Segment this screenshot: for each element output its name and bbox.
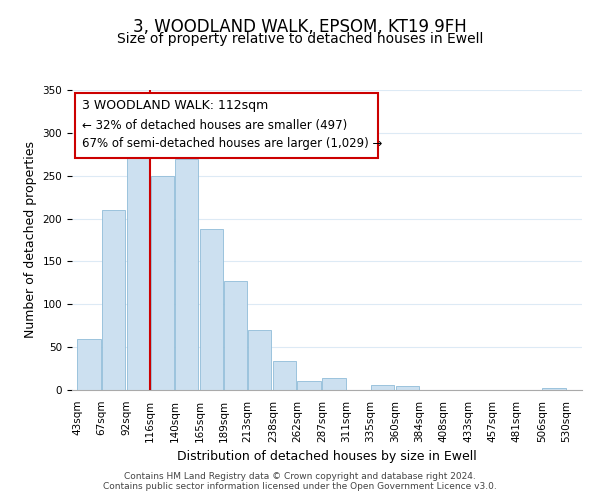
FancyBboxPatch shape [74,93,378,158]
Text: Size of property relative to detached houses in Ewell: Size of property relative to detached ho… [117,32,483,46]
Text: Contains public sector information licensed under the Open Government Licence v3: Contains public sector information licen… [103,482,497,491]
Bar [151,176,174,390]
Bar [542,388,566,390]
Bar [297,380,320,390]
Bar [127,150,150,390]
Bar [175,158,198,390]
Bar [224,281,247,390]
Text: 67% of semi-detached houses are larger (1,029) →: 67% of semi-detached houses are larger (… [82,138,383,150]
Bar [395,386,419,390]
Bar [101,210,125,390]
Text: ← 32% of detached houses are smaller (497): ← 32% of detached houses are smaller (49… [82,118,347,132]
Text: 3, WOODLAND WALK, EPSOM, KT19 9FH: 3, WOODLAND WALK, EPSOM, KT19 9FH [133,18,467,36]
Bar [248,330,271,390]
Bar [371,385,394,390]
Bar [273,361,296,390]
Y-axis label: Number of detached properties: Number of detached properties [24,142,37,338]
Text: 3 WOODLAND WALK: 112sqm: 3 WOODLAND WALK: 112sqm [82,99,268,112]
Bar [200,229,223,390]
X-axis label: Distribution of detached houses by size in Ewell: Distribution of detached houses by size … [177,450,477,463]
Text: Contains HM Land Registry data © Crown copyright and database right 2024.: Contains HM Land Registry data © Crown c… [124,472,476,481]
Bar [322,378,346,390]
Bar [77,338,101,390]
